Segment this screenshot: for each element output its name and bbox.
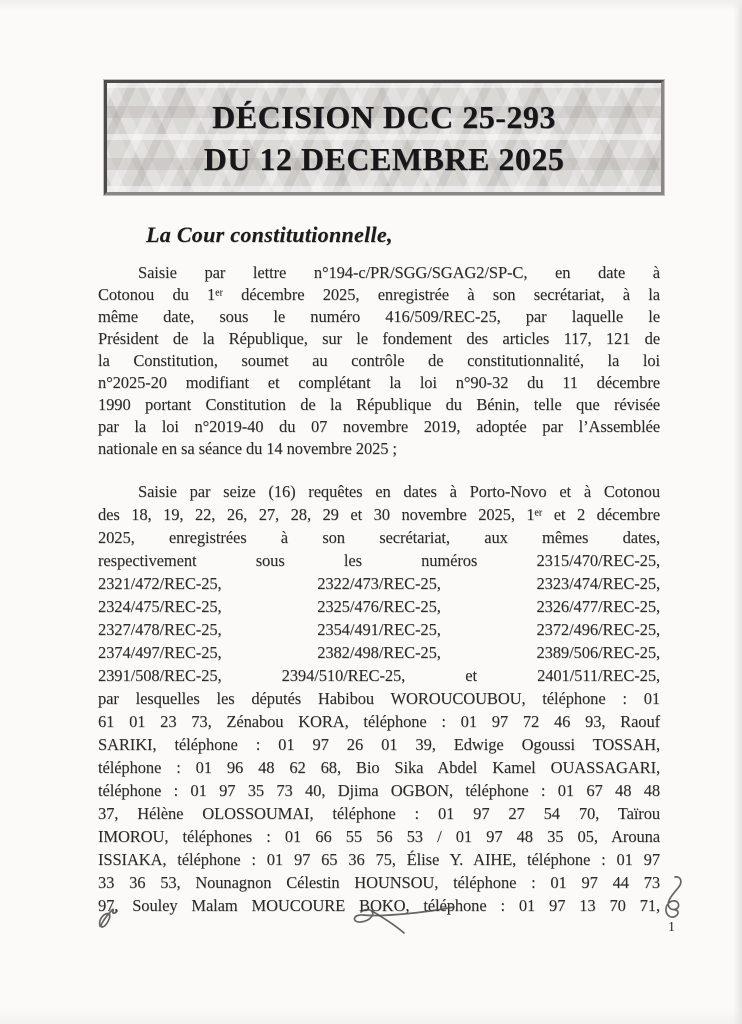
text-line: 2324/475/REC-25, 2325/476/REC-25, 2326/4… bbox=[98, 597, 660, 616]
court-heading: La Cour constitutionnelle, bbox=[146, 222, 393, 247]
text-line: respectivement sous les numéros 2315/470… bbox=[98, 551, 660, 570]
text-line: par la loi n°2019-40 du 07 novembre 2019… bbox=[98, 417, 660, 436]
text-line: 1990 portant Constitution de la Républiq… bbox=[98, 395, 660, 414]
text-line: 2025, enregistrées à son secrétariat, au… bbox=[98, 528, 660, 547]
text-line: 2374/497/REC-25, 2382/498/REC-25, 2389/5… bbox=[98, 643, 660, 662]
handwriting-initial-icon bbox=[96, 906, 126, 934]
text-line: téléphone : 01 96 48 62 68, Bio Sika Abd… bbox=[98, 758, 660, 777]
text-line: téléphone : 01 97 35 73 40, Djima OGBON,… bbox=[98, 781, 660, 800]
page-number: 1 bbox=[668, 920, 675, 935]
text-line: 2391/508/REC-25, 2394/510/REC-25, et 240… bbox=[98, 666, 660, 685]
text-line: IMOROU, téléphones : 01 66 55 56 53 / 01… bbox=[98, 827, 660, 846]
text-line: 2327/478/REC-25, 2354/491/REC-25, 2372/4… bbox=[98, 620, 660, 639]
text-line: 33 36 53, Nounagnon Célestin HOUNSOU, té… bbox=[98, 873, 660, 892]
text-line: 2321/472/REC-25, 2322/473/REC-25, 2323/4… bbox=[98, 574, 660, 593]
decision-title-box: DÉCISION DCC 25-293 DU 12 DECEMBRE 2025 bbox=[104, 80, 664, 195]
text-line: n°2025-20 modifiant et complétant la loi… bbox=[98, 373, 660, 392]
text-line: par lesquelles les députés Habibou WOROU… bbox=[98, 689, 660, 708]
text-line: Président de la République, sur le fonde… bbox=[98, 329, 660, 348]
text-line: SARIKI, téléphone : 01 97 26 01 39, Edwi… bbox=[98, 735, 660, 754]
text-line: Saisie par seize (16) requêtes en dates … bbox=[138, 482, 660, 501]
text-line: 61 01 23 73, Zénabou KORA, téléphone : 0… bbox=[98, 712, 660, 731]
text-line: Cotonou du 1ᵉʳ décembre 2025, enregistré… bbox=[98, 285, 660, 304]
handwriting-cross-icon bbox=[346, 898, 458, 936]
text-line: nationale en sa séance du 14 novembre 20… bbox=[98, 439, 397, 458]
text-line: ISSIAKA, téléphone : 01 97 65 36 75, Éli… bbox=[98, 850, 660, 869]
handwriting-paraph-icon bbox=[658, 874, 688, 924]
text-line: des 18, 19, 22, 26, 27, 28, 29 et 30 nov… bbox=[98, 505, 660, 524]
decision-number: DÉCISION DCC 25-293 bbox=[212, 99, 556, 135]
decision-date: DU 12 DECEMBRE 2025 bbox=[203, 141, 565, 177]
text-line: même date, sous le numéro 416/509/REC-25… bbox=[98, 307, 660, 326]
paragraph-saisine-deputes: Saisie par seize (16) requêtes en dates … bbox=[98, 480, 660, 917]
text-line: 37, Hélène OLOSSOUMAI, téléphone : 01 97… bbox=[98, 804, 660, 823]
text-line: la Constitution, soumet au contrôle de c… bbox=[98, 351, 660, 370]
text-line: 97, Souley Malam MOUCOURE BOKO, téléphon… bbox=[98, 896, 660, 915]
text-line: Saisie par lettre n°194-c/PR/SGG/SGAG2/S… bbox=[138, 263, 660, 282]
paragraph-saisine-president: Saisie par lettre n°194-c/PR/SGG/SGAG2/S… bbox=[98, 262, 660, 460]
